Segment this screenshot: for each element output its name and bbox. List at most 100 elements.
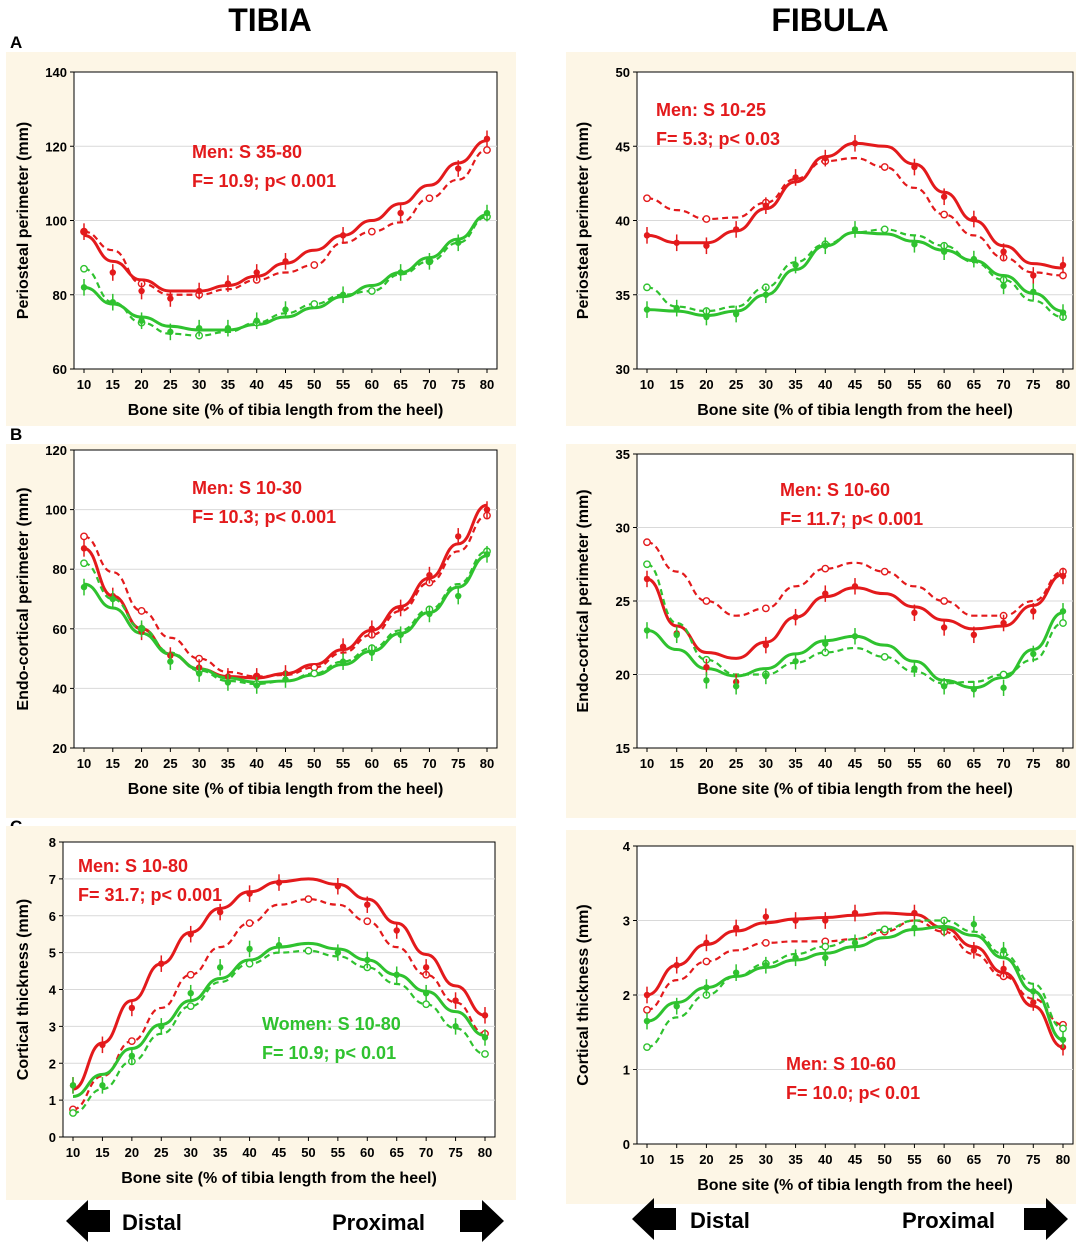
men-data-point <box>397 604 404 612</box>
men-data-point <box>762 641 770 649</box>
men-open-marker <box>940 210 949 219</box>
men-data-point <box>246 890 253 897</box>
men-data-point <box>128 1004 136 1012</box>
annotation-men: F= 5.3; p< 0.03 <box>656 129 780 149</box>
women-data-point <box>275 942 283 949</box>
panel-c-fibula: 0 1 2 3 4 10 15 20 25 30 35 40 45 50 55 60 65 70 75 80 Bone … <box>566 830 1076 1204</box>
y-tick-label: 100 <box>45 503 67 518</box>
x-tick-label: 75 <box>451 377 465 392</box>
men-open-marker <box>643 194 651 203</box>
x-tick-label: 60 <box>360 1145 374 1160</box>
x-tick-label: 50 <box>307 756 321 771</box>
y-tick-label: 45 <box>616 139 630 154</box>
men-data-point <box>851 909 859 917</box>
women-data-point <box>80 284 88 291</box>
men-data-point <box>911 909 918 917</box>
women-data-point <box>911 665 918 672</box>
women-data-point <box>216 964 224 971</box>
x-tick-label: 25 <box>163 756 177 771</box>
x-tick-label: 65 <box>967 1152 981 1167</box>
annotation-men: F= 10.9; p< 0.001 <box>192 171 336 191</box>
x-tick-label: 70 <box>422 756 436 771</box>
men-open-marker <box>643 1006 651 1014</box>
men-open-marker <box>425 194 434 203</box>
women-data-point <box>1030 288 1037 295</box>
arrow-right-icon <box>460 1200 504 1242</box>
x-tick-label: 25 <box>729 1152 743 1167</box>
men-data-point <box>455 533 462 540</box>
x-axis-label: Bone site (% of tibia length from the he… <box>697 402 1013 419</box>
men-data-point <box>339 643 347 650</box>
x-tick-label: 20 <box>699 377 713 392</box>
men-data-point <box>364 901 371 908</box>
men-open-marker <box>363 917 372 926</box>
women-data-point <box>1030 988 1037 995</box>
x-tick-label: 10 <box>77 377 91 392</box>
women-data-point <box>195 670 203 677</box>
men-open-marker <box>880 567 889 576</box>
women-data-point <box>195 324 203 332</box>
x-tick-label: 10 <box>77 756 91 771</box>
y-axis-label: Periosteal perimeter (mm) <box>575 122 592 319</box>
x-tick-label: 25 <box>729 377 743 392</box>
men-open-marker <box>821 564 830 573</box>
y-tick-label: 2 <box>49 1056 56 1071</box>
men-data-point <box>762 202 770 209</box>
women-data-point <box>138 317 145 324</box>
proximal-label-left: Proximal <box>332 1210 425 1235</box>
men-data-point <box>911 163 918 171</box>
women-data-point <box>970 686 978 693</box>
men-data-point <box>1030 608 1037 615</box>
women-data-point <box>483 209 491 217</box>
women-open-marker <box>367 287 376 295</box>
x-axis-label: Bone site (% of tibia length from the he… <box>697 781 1013 798</box>
women-data-point <box>643 627 651 634</box>
x-tick-label: 50 <box>877 377 891 392</box>
men-data-point <box>911 609 918 616</box>
x-tick-label: 55 <box>907 756 921 771</box>
annotation-women: Women: S 10-80 <box>262 1014 401 1034</box>
x-tick-label: 15 <box>669 1152 683 1167</box>
men-data-point <box>109 269 116 276</box>
y-tick-label: 0 <box>623 1137 630 1152</box>
y-tick-label: 5 <box>49 946 56 961</box>
x-tick-label: 45 <box>278 756 292 771</box>
men-observed-line <box>72 898 486 1111</box>
panel-a-tibia: 60 80 100 120 140 10 15 20 25 30 35 40 45 50 55 60 65 70 7… <box>6 52 516 426</box>
women-data-point <box>167 658 174 665</box>
women-open-marker <box>643 560 651 569</box>
men-open-marker <box>80 532 88 541</box>
panel-b-fibula: 15 20 25 30 35 10 15 20 25 30 35 40 45 50 55 60 65 70 75 80… <box>566 444 1076 818</box>
men-data-point <box>1030 999 1037 1006</box>
men-data-point <box>822 590 829 597</box>
x-axis-label: Bone site (% of tibia length from the he… <box>128 781 444 798</box>
women-data-point <box>703 313 710 321</box>
men-open-marker <box>761 604 770 613</box>
x-tick-label: 35 <box>221 756 235 771</box>
women-open-marker <box>304 946 313 955</box>
men-data-point <box>138 287 145 295</box>
x-tick-label: 75 <box>1026 1152 1040 1167</box>
direction-row: Distal Proximal Distal Proximal <box>66 1198 1068 1242</box>
women-data-point <box>911 924 918 932</box>
x-tick-label: 80 <box>480 756 494 771</box>
women-open-marker <box>821 942 830 951</box>
men-data-point <box>970 631 978 639</box>
annotation-women: F= 10.9; p< 0.01 <box>262 1043 396 1063</box>
men-data-point <box>99 1041 106 1049</box>
women-data-point <box>483 551 491 558</box>
men-data-point <box>80 228 88 235</box>
women-data-point <box>762 962 770 969</box>
y-axis-label: Cortical thickness (mm) <box>575 904 592 1085</box>
x-tick-label: 20 <box>125 1145 139 1160</box>
x-tick-label: 10 <box>640 377 654 392</box>
men-data-point <box>822 154 829 162</box>
men-data-point <box>339 232 347 239</box>
women-data-point <box>851 633 859 640</box>
y-tick-label: 2 <box>623 988 630 1003</box>
women-data-point <box>940 924 948 932</box>
men-data-point <box>940 624 948 631</box>
women-open-marker <box>880 925 889 934</box>
